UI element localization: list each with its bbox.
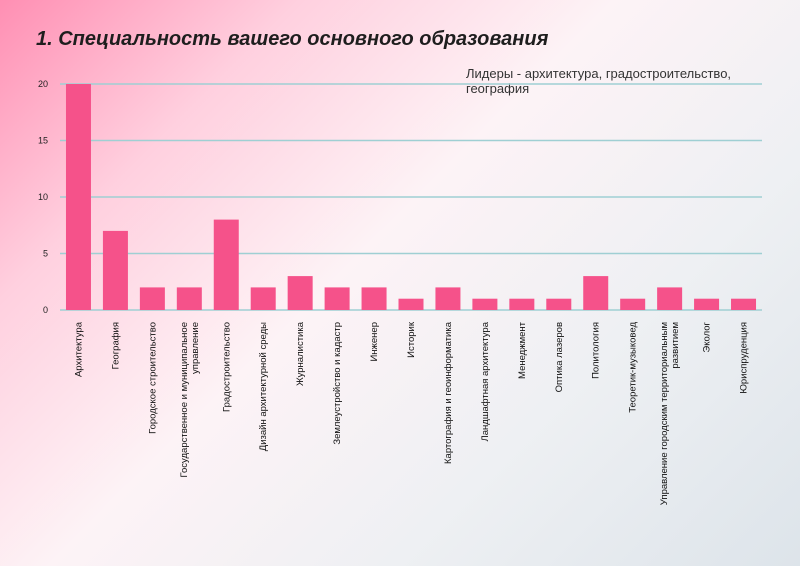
svg-text:Теоретик-музыковед: Теоретик-музыковед — [628, 322, 639, 413]
bar — [472, 298, 498, 310]
svg-text:Управление городским территори: Управление городским территориальным — [659, 322, 670, 505]
svg-text:развитием: развитием — [670, 322, 681, 369]
bar — [324, 287, 350, 310]
x-tick-label: Историк — [406, 321, 417, 358]
svg-text:Эколог: Эколог — [702, 321, 713, 352]
bar — [694, 298, 720, 310]
x-tick-label: География — [110, 322, 121, 369]
bar — [250, 287, 276, 310]
svg-text:Градостроительство: Градостроительство — [221, 322, 232, 412]
x-tick-label: Журналистика — [295, 321, 306, 386]
svg-text:Архитектура: Архитектура — [73, 321, 84, 377]
bar — [102, 230, 128, 310]
svg-text:Дизайн архитектурной среды: Дизайн архитектурной среды — [258, 322, 269, 451]
bar — [176, 287, 202, 310]
bar — [731, 298, 757, 310]
bar — [213, 219, 239, 310]
svg-text:Землеустройство и кадастр: Землеустройство и кадастр — [332, 322, 343, 445]
svg-text:Оптика лазеров: Оптика лазеров — [554, 322, 565, 392]
x-tick-label: Картография и геоинформатика — [443, 321, 454, 464]
y-tick-label: 5 — [43, 249, 48, 259]
bar — [509, 298, 535, 310]
svg-text:Инженер: Инженер — [369, 322, 380, 362]
x-tick-label: Землеустройство и кадастр — [332, 322, 343, 445]
x-tick-label: Инженер — [369, 322, 380, 362]
svg-text:управление: управление — [190, 322, 201, 374]
x-tick-label: Городское строительство — [147, 322, 158, 434]
y-tick-label: 0 — [43, 305, 48, 315]
x-tick-label: Политология — [591, 322, 602, 379]
bar — [620, 298, 646, 310]
svg-text:Городское строительство: Городское строительство — [147, 322, 158, 434]
bar — [361, 287, 387, 310]
bar — [583, 276, 609, 310]
svg-text:Юриспруденция: Юриспруденция — [739, 322, 750, 394]
x-tick-label: Градостроительство — [221, 322, 232, 412]
x-tick-label: Государственное и муниципальное управлени… — [179, 322, 201, 477]
slide-title: 1. Специальность вашего основного образо… — [36, 28, 549, 50]
x-tick-label: Управление городским территориальным разв… — [659, 322, 681, 505]
y-tick-label: 15 — [38, 136, 48, 146]
svg-text:Государственное и муниципально: Государственное и муниципальное — [179, 322, 190, 477]
x-tick-label: Дизайн архитектурной среды — [258, 322, 269, 451]
bar — [65, 84, 91, 310]
bar — [287, 276, 313, 310]
bar — [657, 287, 683, 310]
y-tick-label: 10 — [38, 192, 48, 202]
x-tick-label: Архитектура — [73, 321, 84, 377]
bar — [398, 298, 424, 310]
svg-text:География: География — [110, 322, 121, 369]
y-tick-label: 20 — [38, 79, 48, 89]
svg-text:Журналистика: Журналистика — [295, 321, 306, 386]
bar — [139, 287, 165, 310]
x-tick-label: Менеджмент — [517, 321, 528, 379]
x-tick-label: Оптика лазеров — [554, 322, 565, 392]
svg-text:Историк: Историк — [406, 321, 417, 358]
x-tick-label: Эколог — [702, 321, 713, 352]
x-tick-label: Теоретик-музыковед — [628, 322, 639, 413]
bar — [546, 298, 572, 310]
svg-text:Картография и геоинформатика: Картография и геоинформатика — [443, 321, 454, 464]
svg-text:Ландшафтная архитектура: Ландшафтная архитектура — [480, 321, 491, 441]
svg-text:Политология: Политология — [591, 322, 602, 379]
bar — [435, 287, 461, 310]
svg-text:Менеджмент: Менеджмент — [517, 321, 528, 379]
x-tick-label: Юриспруденция — [739, 322, 750, 394]
x-tick-label: Ландшафтная архитектура — [480, 321, 491, 441]
